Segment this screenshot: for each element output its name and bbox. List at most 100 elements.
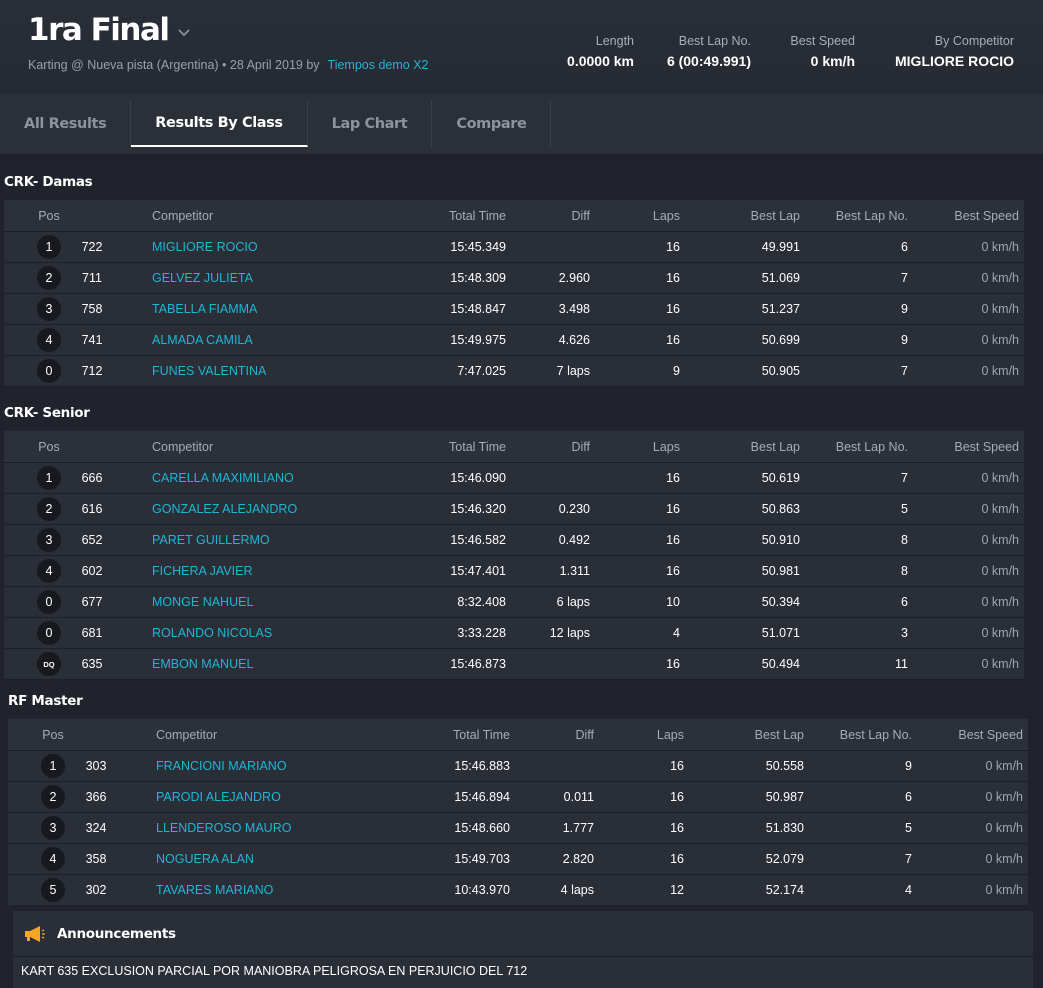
competitor-link[interactable]: FICHERA JAVIER (152, 564, 253, 578)
best-speed: 0 km/h (981, 595, 1019, 609)
competitor-link[interactable]: LLENDEROSO MAURO (156, 821, 292, 835)
col-header-pos[interactable]: Pos (42, 727, 64, 742)
competitor-link[interactable]: GELVEZ JULIETA (152, 271, 253, 285)
table-row[interactable]: 3 652 PARET GUILLERMO 15:46.582 0.492 16 50.91… (4, 525, 1024, 556)
table-row[interactable]: 5 302 TAVARES MARIANO 10:43.970 4 laps 12 52.1… (8, 875, 1028, 906)
position-badge: 1 (37, 466, 61, 490)
position-cell: 1 (29, 463, 69, 493)
table-row[interactable]: 4 358 NOGUERA ALAN 15:49.703 2.820 16 52.079 7 0… (8, 844, 1028, 875)
table-row[interactable]: DQ 635 EMBON MANUEL 15:46.873 16 50.494 11 0 km… (4, 649, 1024, 680)
col-header-total-time[interactable]: Total Time (449, 208, 506, 223)
col-header-total-time[interactable]: Total Time (453, 727, 510, 742)
best-speed: 0 km/h (981, 471, 1019, 485)
tab-all-results[interactable]: All Results (0, 100, 132, 147)
competitor-link[interactable]: TABELLA FIAMMA (152, 302, 258, 316)
col-header-total-time[interactable]: Total Time (449, 439, 506, 454)
col-header-laps[interactable]: Laps (656, 727, 684, 742)
total-time: 8:32.408 (457, 595, 506, 609)
kart-number: 602 (81, 564, 103, 578)
table-row[interactable]: 2 711 GELVEZ JULIETA 15:48.309 2.960 16 51.069… (4, 263, 1024, 294)
event-title: 1ra Final (28, 12, 170, 48)
table-row[interactable]: 0 712 FUNES VALENTINA 7:47.025 7 laps 9 50.905… (4, 356, 1024, 387)
event-title-selector[interactable]: 1ra Final (28, 12, 191, 48)
position-cell: 2 (33, 782, 73, 812)
col-header-best-lap[interactable]: Best Lap (754, 727, 804, 742)
col-header-best-speed[interactable]: Best Speed (954, 208, 1019, 223)
stat-length: Length 0.0000 km (567, 34, 634, 69)
kart-number: 741 (81, 333, 103, 347)
tab-compare[interactable]: Compare (432, 100, 552, 147)
table-row[interactable]: 2 616 GONZALEZ ALEJANDRO 15:46.320 0.230 16 50… (4, 494, 1024, 525)
announcements-panel: Announcements KART 635 EXCLUSION PARCIAL… (13, 911, 1033, 988)
total-time: 15:49.975 (450, 333, 506, 347)
competitor-link[interactable]: ROLANDO NICOLAS (152, 626, 273, 640)
best-lap-no: 7 (901, 364, 908, 378)
diff: 2.960 (558, 271, 590, 285)
col-header-best-lap-no[interactable]: Best Lap No. (839, 727, 912, 742)
position-cell: 3 (29, 525, 69, 555)
competitor-link[interactable]: FUNES VALENTINA (152, 364, 267, 378)
stat-value: 0.0000 km (567, 53, 634, 69)
kart-number: 302 (85, 883, 107, 897)
competitor-link[interactable]: EMBON MANUEL (152, 657, 254, 671)
competitor-link[interactable]: PARODI ALEJANDRO (156, 790, 281, 804)
col-header-pos[interactable]: Pos (38, 208, 60, 223)
chevron-down-icon[interactable] (177, 26, 191, 40)
stat-label: Best Lap No. (678, 34, 751, 48)
position-cell: 0 (29, 587, 69, 617)
best-lap-no: 9 (901, 302, 908, 316)
table-row[interactable]: 1 303 FRANCIONI MARIANO 15:46.883 16 50.558 9 0… (8, 751, 1028, 782)
table-row[interactable]: 4 741 ALMADA CAMILA 15:49.975 4.626 16 50.699 9… (4, 325, 1024, 356)
competitor-link[interactable]: MONGE NAHUEL (152, 595, 254, 609)
best-speed: 0 km/h (985, 883, 1023, 897)
best-lap-no: 6 (901, 595, 908, 609)
col-header-diff[interactable]: Diff (571, 208, 590, 223)
competitor-link[interactable]: PARET GUILLERMO (152, 533, 270, 547)
kart-number: 616 (81, 502, 103, 516)
total-time: 15:47.401 (450, 564, 506, 578)
table-row[interactable]: 2 366 PARODI ALEJANDRO 15:46.894 0.011 16 50.9… (8, 782, 1028, 813)
col-header-diff[interactable]: Diff (575, 727, 594, 742)
col-header-best-lap-no[interactable]: Best Lap No. (835, 208, 908, 223)
position-cell: 3 (29, 294, 69, 324)
col-header-best-lap-no[interactable]: Best Lap No. (835, 439, 908, 454)
competitor-link[interactable]: TAVARES MARIANO (156, 883, 274, 897)
table-row[interactable]: 1 666 CARELLA MAXIMILIANO 15:46.090 16 50.619… (4, 463, 1024, 494)
col-header-laps[interactable]: Laps (652, 439, 680, 454)
competitor-link[interactable]: ALMADA CAMILA (152, 333, 253, 347)
competitor-link[interactable]: MIGLIORE ROCIO (152, 240, 258, 254)
best-lap-no: 9 (901, 333, 908, 347)
competitor-link[interactable]: NOGUERA ALAN (156, 852, 254, 866)
position-badge: 4 (37, 559, 61, 583)
table-row[interactable]: 0 677 MONGE NAHUEL 8:32.408 6 laps 10 50.394 6 0… (4, 587, 1024, 618)
competitor-link[interactable]: GONZALEZ ALEJANDRO (152, 502, 298, 516)
col-header-competitor[interactable]: Competitor (156, 727, 218, 742)
col-header-best-speed[interactable]: Best Speed (954, 439, 1019, 454)
competitor-link[interactable]: FRANCIONI MARIANO (156, 759, 287, 773)
best-lap: 50.863 (761, 502, 800, 516)
best-speed: 0 km/h (985, 852, 1023, 866)
kart-number: 677 (81, 595, 103, 609)
competitor-link[interactable]: CARELLA MAXIMILIANO (152, 471, 294, 485)
col-header-competitor[interactable]: Competitor (152, 208, 214, 223)
table-row[interactable]: 4 602 FICHERA JAVIER 15:47.401 1.311 16 50.981… (4, 556, 1024, 587)
table-row[interactable]: 3 758 TABELLA FIAMMA 15:48.847 3.498 16 51.237… (4, 294, 1024, 325)
best-lap: 50.494 (761, 657, 800, 671)
col-header-pos[interactable]: Pos (38, 439, 60, 454)
position-badge: 1 (41, 754, 65, 778)
table-row[interactable]: 3 324 LLENDEROSO MAURO 15:48.660 1.777 16 51.8… (8, 813, 1028, 844)
col-header-best-lap[interactable]: Best Lap (750, 439, 800, 454)
tab-lap-chart[interactable]: Lap Chart (308, 100, 433, 147)
col-header-diff[interactable]: Diff (571, 439, 590, 454)
position-cell: 4 (29, 325, 69, 355)
col-header-laps[interactable]: Laps (652, 208, 680, 223)
organizer-link[interactable]: Tiempos demo X2 (327, 58, 429, 72)
col-header-best-lap[interactable]: Best Lap (750, 208, 800, 223)
tab-results-by-class[interactable]: Results By Class (131, 100, 308, 147)
col-header-best-speed[interactable]: Best Speed (958, 727, 1023, 742)
stat-value: 6 (00:49.991) (666, 53, 751, 69)
col-header-competitor[interactable]: Competitor (152, 439, 214, 454)
best-speed: 0 km/h (981, 626, 1019, 640)
table-row[interactable]: 1 722 MIGLIORE ROCIO 15:45.349 16 49.991 6 0 km… (4, 232, 1024, 263)
table-row[interactable]: 0 681 ROLANDO NICOLAS 3:33.228 12 laps 4 51.07… (4, 618, 1024, 649)
